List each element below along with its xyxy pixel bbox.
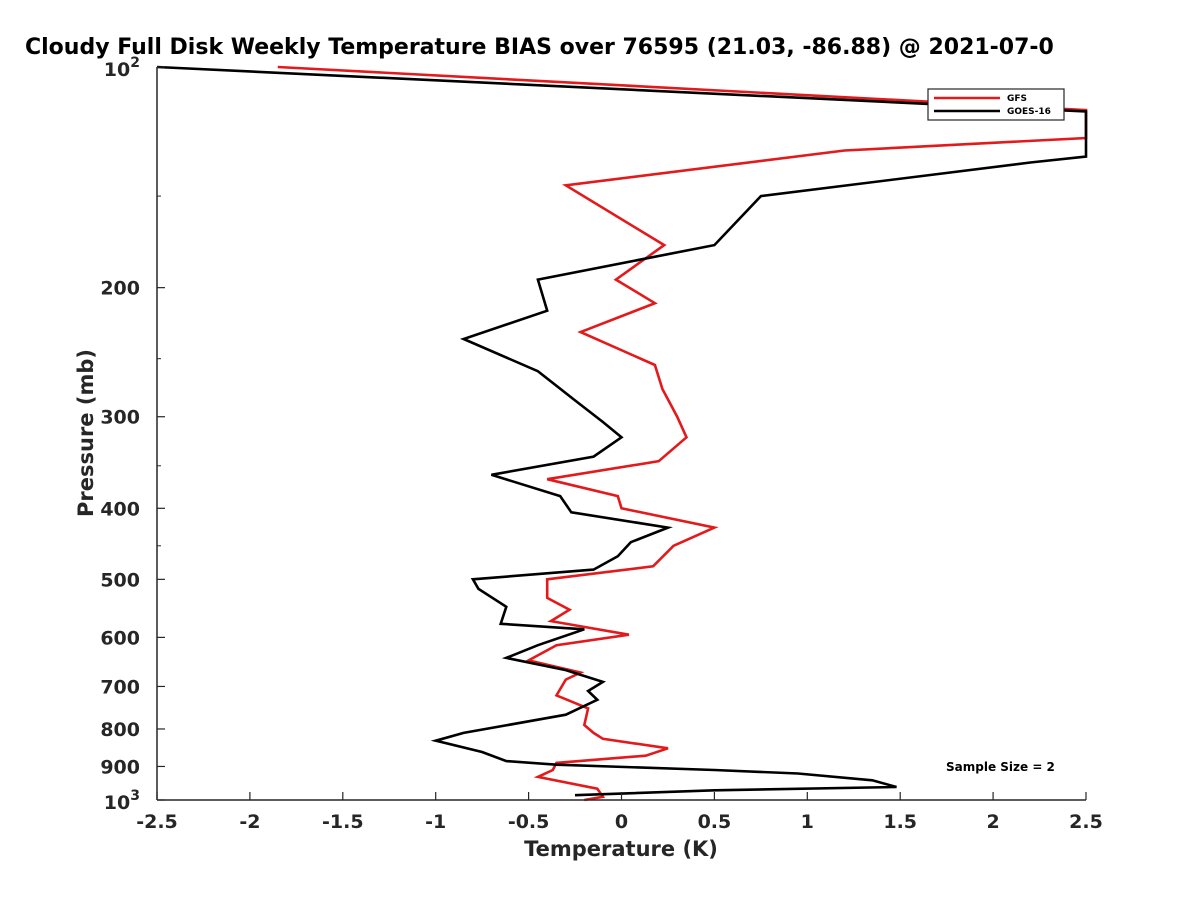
y-tick-exponent: 2 (130, 55, 140, 71)
legend-box (927, 88, 1065, 121)
y-tick-label: 700 (100, 676, 140, 698)
series-line-goes16 (156, 65, 1088, 797)
x-tick-label: 1 (801, 811, 814, 833)
x-ticks: -2.5 -2 -1.5 -1 -0.5 0 0.5 1 1.5 2 2.5 (136, 792, 1103, 833)
y-tick-label: 400 (100, 498, 140, 520)
x-tick-label: 0.5 (698, 811, 732, 833)
legend-label-gfs: GFS (1007, 94, 1027, 104)
x-tick-label: 2.5 (1069, 811, 1103, 833)
x-tick-label: 1.5 (883, 811, 917, 833)
plot-background (157, 67, 1086, 800)
x-axis-label: Temperature (K) (524, 837, 718, 861)
series-layer (156, 65, 1088, 802)
y-tick-label: 600 (100, 627, 140, 649)
y-tick-label: 900 (100, 756, 140, 778)
x-tick-label: -2.5 (136, 811, 178, 833)
y-tick-base: 10 (104, 59, 130, 81)
y-tick-exponent: 3 (130, 788, 140, 804)
y-tick-base: 10 (104, 792, 130, 814)
y-tick-label-top: 102 (104, 55, 140, 81)
x-tick-label: -0.5 (508, 811, 550, 833)
x-tick-label: -2 (239, 811, 260, 833)
x-tick-label: -1.5 (322, 811, 364, 833)
y-tick-label: 200 (100, 278, 140, 300)
chart-title: Cloudy Full Disk Weekly Temperature BIAS… (25, 35, 1054, 60)
y-tick-label: 500 (100, 569, 140, 591)
x-tick-label: 0 (615, 811, 628, 833)
x-tick-label: 2 (986, 811, 999, 833)
sample-size-annotation: Sample Size = 2 (946, 760, 1055, 774)
y-tick-label-bottom: 103 (104, 788, 140, 814)
y-tick-label: 800 (100, 719, 140, 741)
legend-label-goes16: GOES-16 (1007, 107, 1051, 117)
legend: GFS GOES-16 (927, 88, 1065, 121)
series-line-gfs (277, 65, 1088, 802)
y-tick-label: 300 (100, 407, 140, 429)
y-axis-label: Pressure (mb) (74, 349, 98, 517)
x-tick-label: -1 (425, 811, 446, 833)
